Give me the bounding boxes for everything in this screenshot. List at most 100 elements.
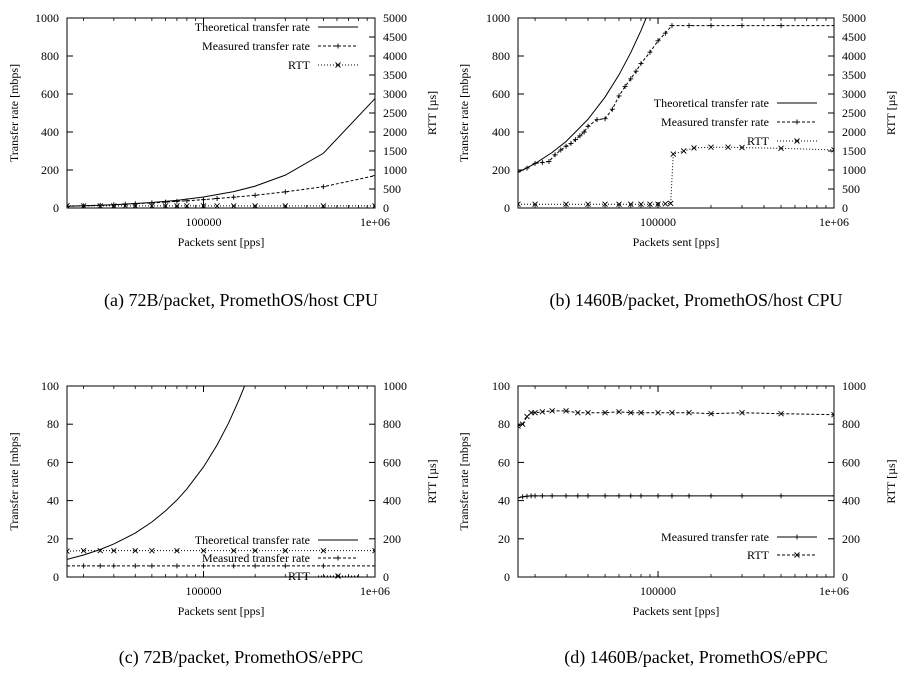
series-1-point-19 <box>778 410 784 417</box>
y2-tick-label-8: 4000 <box>842 49 866 63</box>
series-1-point-9 <box>585 409 591 416</box>
series-1-point-13 <box>252 192 258 198</box>
series-2-point-0 <box>67 548 70 555</box>
series-1-point-4 <box>546 158 552 164</box>
series-2-point-13 <box>252 203 258 208</box>
series-1-point-10 <box>282 563 288 569</box>
series-line-1 <box>67 175 375 207</box>
series-1-point-8 <box>231 563 237 569</box>
series-0-point-14 <box>655 493 661 499</box>
series-1-point-2 <box>97 563 103 569</box>
series-1-point-4 <box>132 563 138 569</box>
series-2-point-2 <box>563 201 569 208</box>
series-1-point-14 <box>282 189 288 195</box>
y-axis-label: Transfer rate [mbps] <box>457 432 471 530</box>
y2-tick-label-0: 0 <box>383 570 389 584</box>
series-1-point-16 <box>616 93 622 99</box>
series-2-point-11 <box>320 547 327 554</box>
series-1-point-8 <box>568 140 574 146</box>
series-1-point-15 <box>320 184 326 190</box>
y2-tick-label-7: 3500 <box>383 68 407 82</box>
y-tick-label-3: 60 <box>47 455 59 469</box>
legend-label-2: RTT <box>288 58 311 72</box>
y2-tick-label-2: 400 <box>842 494 860 508</box>
y2-tick-label-1: 200 <box>842 532 860 546</box>
series-1-point-13 <box>638 409 644 416</box>
series-line-0 <box>518 18 647 173</box>
legend-label-1: Measured transfer rate <box>202 551 310 565</box>
series-2-point-9 <box>252 547 258 554</box>
series-2-point-0 <box>67 202 70 208</box>
y2-tick-label-3: 600 <box>842 455 860 469</box>
series-1-point-12 <box>372 563 375 569</box>
series-0-point-10 <box>602 493 608 499</box>
y2-tick-label-3: 1500 <box>383 144 407 158</box>
series-2-point-6 <box>627 201 634 208</box>
series-1-point-7 <box>200 563 206 569</box>
series-1-point-14 <box>602 116 608 122</box>
series-2-point-12 <box>372 547 375 554</box>
series-2-point-11 <box>214 203 220 208</box>
series-1-point-10 <box>200 197 206 203</box>
y2-axis-label: RTT [µs] <box>425 459 439 503</box>
y-tick-label-5: 1000 <box>35 11 59 25</box>
legend-label-2: RTT <box>747 134 770 148</box>
series-2-point-13 <box>680 148 687 154</box>
chart-panel-d: 100000 1e+0602040608010002004006008001000… <box>457 379 898 668</box>
series-2-point-1 <box>80 203 87 208</box>
series-1-point-24 <box>669 23 675 29</box>
y-tick-label-2: 400 <box>41 125 59 139</box>
series-1-point-2 <box>532 160 538 166</box>
series-1-point-17 <box>622 83 628 89</box>
series-1-point-10 <box>577 133 583 139</box>
y-tick-label-2: 40 <box>498 494 510 508</box>
series-2-point-15 <box>708 144 714 151</box>
plot-frame <box>517 385 835 578</box>
y2-tick-label-7: 3500 <box>842 68 866 82</box>
y2-tick-label-6: 3000 <box>842 87 866 101</box>
series-1-point-9 <box>252 563 258 569</box>
figure-caption: (b) 1460B/packet, PromethOS/host CPU <box>550 290 843 311</box>
y2-tick-label-5: 2500 <box>383 106 407 120</box>
legend-label-0: Theoretical transfer rate <box>195 533 310 547</box>
series-2-point-10 <box>282 547 289 554</box>
series-2-point-14 <box>282 203 289 208</box>
y-axis-label: Transfer rate [mbps] <box>7 64 21 162</box>
y-tick-label-5: 1000 <box>486 11 510 25</box>
series-0-point-1 <box>520 494 526 500</box>
y-tick-label-4: 800 <box>41 49 59 63</box>
series-1-point-7 <box>563 143 569 149</box>
series-1-point-3 <box>111 563 117 569</box>
series-1-point-9 <box>573 137 579 143</box>
series-1-point-0 <box>518 169 521 175</box>
legend-label-0: Theoretical transfer rate <box>195 20 310 34</box>
y-tick-label-1: 20 <box>498 532 510 546</box>
y-axis-label: Transfer rate [mbps] <box>7 432 21 530</box>
y2-tick-label-4: 800 <box>383 417 401 431</box>
series-1-point-20 <box>831 411 834 418</box>
y2-tick-label-3: 1500 <box>842 144 866 158</box>
x-axis-label: Packets sent [pps] <box>178 604 265 618</box>
series-1-point-18 <box>739 409 745 416</box>
series-2-point-6 <box>149 203 155 208</box>
series-1-point-11 <box>214 196 220 201</box>
series-1-point-3 <box>539 159 545 165</box>
y2-tick-label-8: 4000 <box>383 49 407 63</box>
series-1-point-23 <box>662 30 668 36</box>
y-tick-label-3: 600 <box>492 87 510 101</box>
series-2-point-1 <box>80 547 87 554</box>
series-2-point-8 <box>647 201 653 208</box>
series-0-point-19 <box>778 493 784 499</box>
y-tick-label-4: 80 <box>498 417 510 431</box>
series-1-point-29 <box>831 23 834 29</box>
y-axis-label: Transfer rate [mbps] <box>457 64 471 162</box>
series-2-point-legend <box>794 138 800 144</box>
series-1-point-4 <box>532 409 538 416</box>
series-1-point-15 <box>669 409 675 416</box>
series-0-point-9 <box>585 493 591 499</box>
y-tick-label-0: 0 <box>504 570 510 584</box>
series-2-point-4 <box>602 201 608 208</box>
series-1-point-8 <box>174 198 180 204</box>
chart-panel-a: 100000 1e+0602004006008001000050010001500… <box>7 11 439 311</box>
y2-tick-label-0: 0 <box>383 201 389 215</box>
